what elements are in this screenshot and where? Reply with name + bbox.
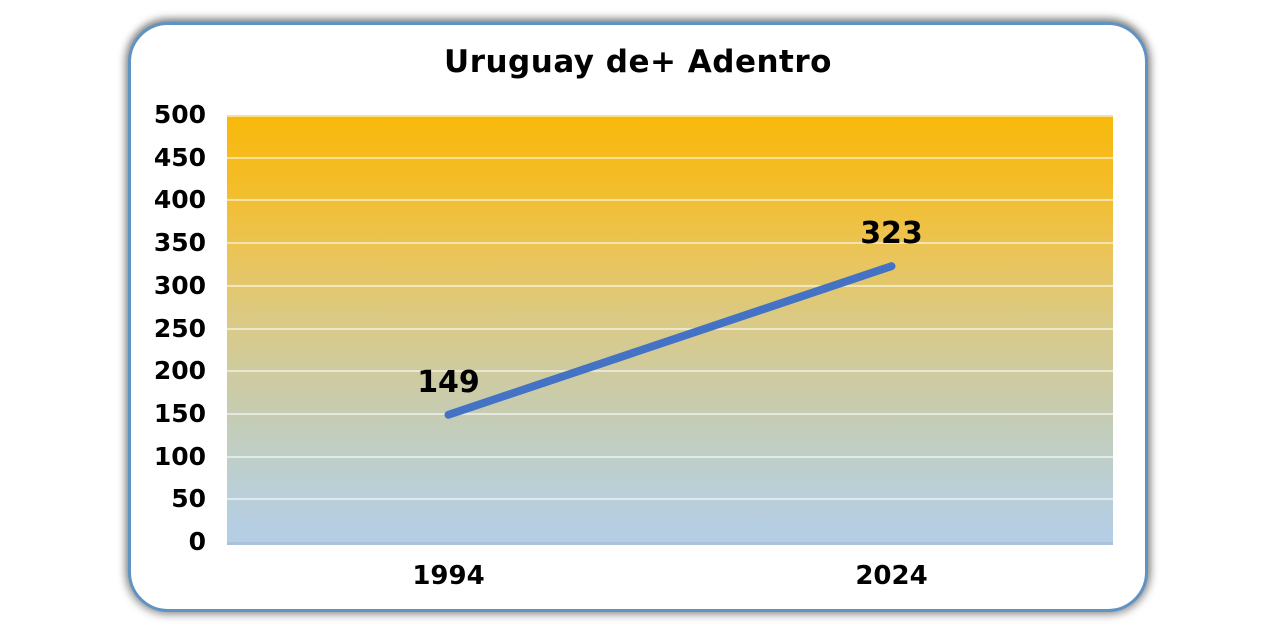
gridline <box>227 115 1113 117</box>
plot-area: 149 323 <box>227 115 1113 545</box>
x-axis-labels: 1994 2024 <box>227 561 1113 597</box>
data-label: 323 <box>860 216 923 252</box>
y-tick-label: 50 <box>171 484 206 514</box>
y-tick-label: 350 <box>153 228 206 258</box>
y-tick-label: 150 <box>153 398 206 428</box>
y-tick-label: 450 <box>153 142 206 172</box>
gridline <box>227 498 1113 501</box>
gridline <box>227 455 1113 458</box>
gridline <box>227 284 1113 287</box>
gridline <box>227 156 1113 159</box>
x-tick-label: 2024 <box>855 561 928 591</box>
data-label: 149 <box>417 364 480 400</box>
y-tick-label: 0 <box>188 526 206 556</box>
gridline <box>227 242 1113 245</box>
chart-card: Uruguay de+ Adentro 500 450 400 350 300 250 20… <box>128 22 1148 612</box>
y-tick-label: 300 <box>153 270 206 300</box>
y-tick-label: 500 <box>153 99 206 129</box>
gridline <box>227 412 1113 415</box>
y-tick-label: 250 <box>153 313 206 343</box>
chart-title: Uruguay de+ Adentro <box>444 44 832 80</box>
gridline <box>227 327 1113 330</box>
y-tick-label: 400 <box>153 185 206 215</box>
y-tick-label: 100 <box>153 441 206 471</box>
gridline <box>227 199 1113 202</box>
y-axis-labels: 500 450 400 350 300 250 200 150 100 50 0 <box>143 100 206 556</box>
data-line <box>444 262 896 419</box>
y-tick-label: 200 <box>153 356 206 386</box>
gridline <box>227 370 1113 373</box>
x-tick-label: 1994 <box>412 561 485 591</box>
